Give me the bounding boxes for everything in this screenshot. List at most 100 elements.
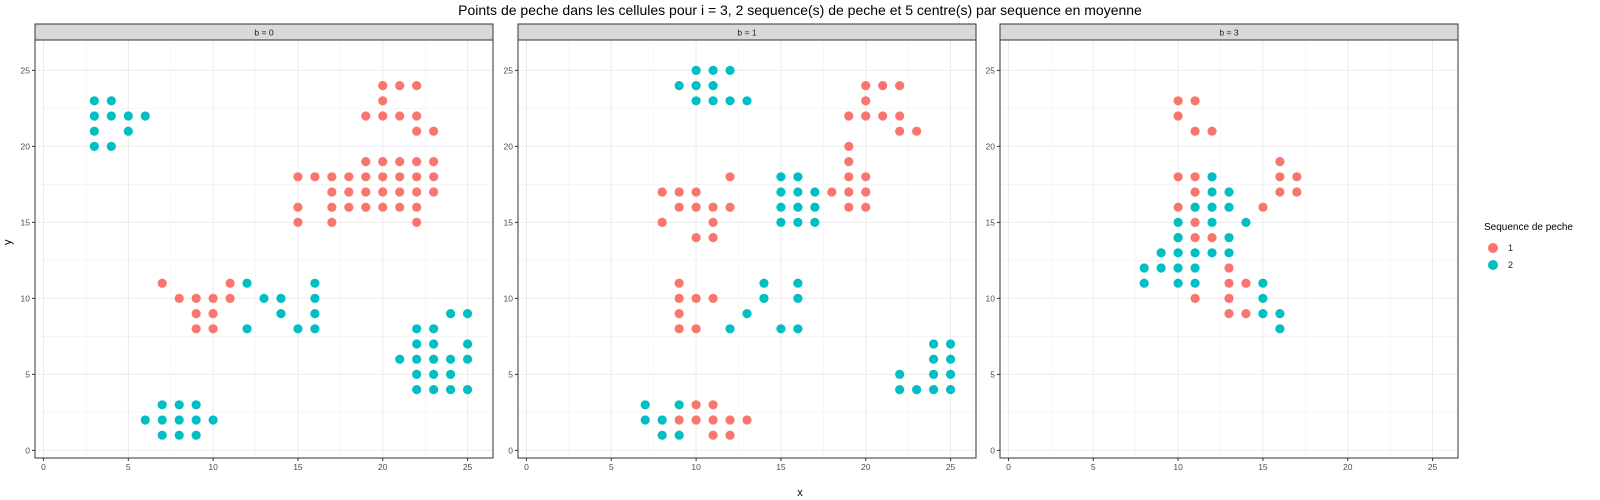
data-point-seq-2: [640, 415, 650, 425]
data-point-seq-1: [725, 172, 735, 182]
data-point-seq-1: [912, 126, 922, 136]
data-point-seq-2: [776, 202, 786, 212]
data-point-seq-2: [810, 202, 820, 212]
legend-item-1: 1: [1484, 239, 1600, 256]
data-point-seq-2: [1207, 248, 1217, 258]
data-point-seq-2: [1224, 202, 1234, 212]
x-tick-label: 15: [776, 462, 786, 472]
x-axis-label: x: [797, 487, 803, 499]
data-point-seq-1: [1190, 233, 1200, 243]
data-point-seq-1: [327, 217, 337, 227]
data-point-seq-2: [776, 187, 786, 197]
data-point-seq-1: [361, 111, 371, 121]
chart-title: Points de peche dans les cellules pour i…: [458, 2, 1142, 18]
data-point-seq-1: [378, 111, 388, 121]
data-point-seq-1: [327, 187, 337, 197]
facet-strip-label-1: b = 1: [737, 28, 756, 38]
x-tick-label: 20: [1343, 462, 1353, 472]
data-point-seq-1: [674, 293, 684, 303]
panel-background-0: [35, 40, 493, 458]
data-point-seq-2: [1224, 248, 1234, 258]
data-point-seq-2: [89, 111, 99, 121]
data-point-seq-2: [1156, 248, 1166, 258]
y-tick-label: 25: [986, 65, 996, 75]
data-point-seq-2: [708, 81, 718, 91]
data-point-seq-1: [861, 172, 871, 182]
data-point-seq-2: [310, 293, 320, 303]
data-point-seq-2: [445, 385, 456, 395]
data-point-seq-2: [191, 400, 201, 410]
data-point-seq-1: [208, 293, 218, 303]
y-tick-label: 20: [986, 141, 996, 151]
legend-key-1: [1488, 242, 1498, 253]
data-point-seq-2: [429, 354, 439, 364]
data-point-seq-1: [861, 202, 871, 212]
data-point-seq-1: [361, 202, 371, 212]
data-point-seq-2: [725, 96, 735, 106]
panel-border-1: [517, 39, 977, 459]
data-point-seq-1: [708, 233, 718, 243]
data-point-seq-2: [1173, 278, 1183, 288]
data-point-seq-1: [674, 324, 684, 334]
data-point-seq-1: [395, 187, 405, 197]
data-point-seq-1: [327, 202, 337, 212]
y-tick-label: 5: [990, 369, 995, 379]
data-point-seq-1: [691, 293, 701, 303]
data-point-seq-2: [708, 96, 718, 106]
data-point-seq-2: [810, 187, 820, 197]
data-point-seq-2: [674, 400, 684, 410]
y-tick-label: 0: [990, 445, 995, 455]
data-point-seq-1: [1224, 278, 1234, 288]
x-tick-label: 20: [378, 462, 388, 472]
data-point-seq-2: [1241, 217, 1251, 227]
data-point-seq-2: [945, 385, 956, 395]
data-point-seq-1: [1173, 172, 1183, 182]
data-point-seq-2: [945, 354, 956, 364]
x-tick-label: 0: [41, 462, 46, 472]
data-point-seq-2: [945, 339, 956, 349]
data-point-seq-1: [378, 96, 388, 106]
x-tick-label: 10: [1173, 462, 1183, 472]
data-point-seq-2: [895, 369, 905, 379]
data-point-seq-2: [725, 65, 735, 75]
data-point-seq-1: [429, 172, 439, 182]
data-point-seq-1: [878, 81, 888, 91]
data-point-seq-1: [191, 293, 201, 303]
data-point-seq-2: [1173, 217, 1183, 227]
data-point-seq-2: [708, 65, 718, 75]
y-tick-label: 5: [25, 369, 30, 379]
x-tick-label: 25: [1428, 462, 1438, 472]
data-point-seq-2: [395, 354, 405, 364]
data-point-seq-2: [89, 126, 99, 136]
data-point-seq-1: [208, 324, 218, 334]
y-tick-label: 25: [21, 65, 31, 75]
data-point-seq-2: [912, 385, 922, 395]
data-point-seq-2: [157, 430, 167, 440]
data-point-seq-2: [140, 415, 150, 425]
data-point-seq-1: [878, 111, 888, 121]
data-point-seq-1: [191, 324, 201, 334]
data-point-seq-2: [445, 309, 456, 319]
data-point-seq-1: [691, 324, 701, 334]
data-point-seq-2: [1224, 233, 1234, 243]
data-point-seq-2: [1207, 202, 1217, 212]
data-point-seq-1: [225, 278, 235, 288]
data-point-seq-2: [276, 309, 286, 319]
data-point-seq-2: [106, 96, 116, 106]
data-point-seq-2: [242, 278, 252, 288]
panel-border-0: [34, 39, 494, 459]
data-point-seq-2: [793, 217, 803, 227]
data-point-seq-2: [793, 293, 803, 303]
facet-strip-label-2: b = 3: [1219, 28, 1238, 38]
data-point-seq-1: [344, 172, 354, 182]
data-point-seq-1: [708, 293, 718, 303]
data-point-seq-2: [691, 65, 701, 75]
data-point-seq-2: [429, 339, 439, 349]
data-point-seq-1: [674, 415, 684, 425]
data-point-seq-1: [395, 111, 405, 121]
data-point-seq-1: [1173, 202, 1183, 212]
data-point-seq-1: [412, 172, 422, 182]
data-point-seq-1: [725, 415, 735, 425]
data-point-seq-1: [657, 187, 667, 197]
data-point-seq-2: [1224, 187, 1234, 197]
